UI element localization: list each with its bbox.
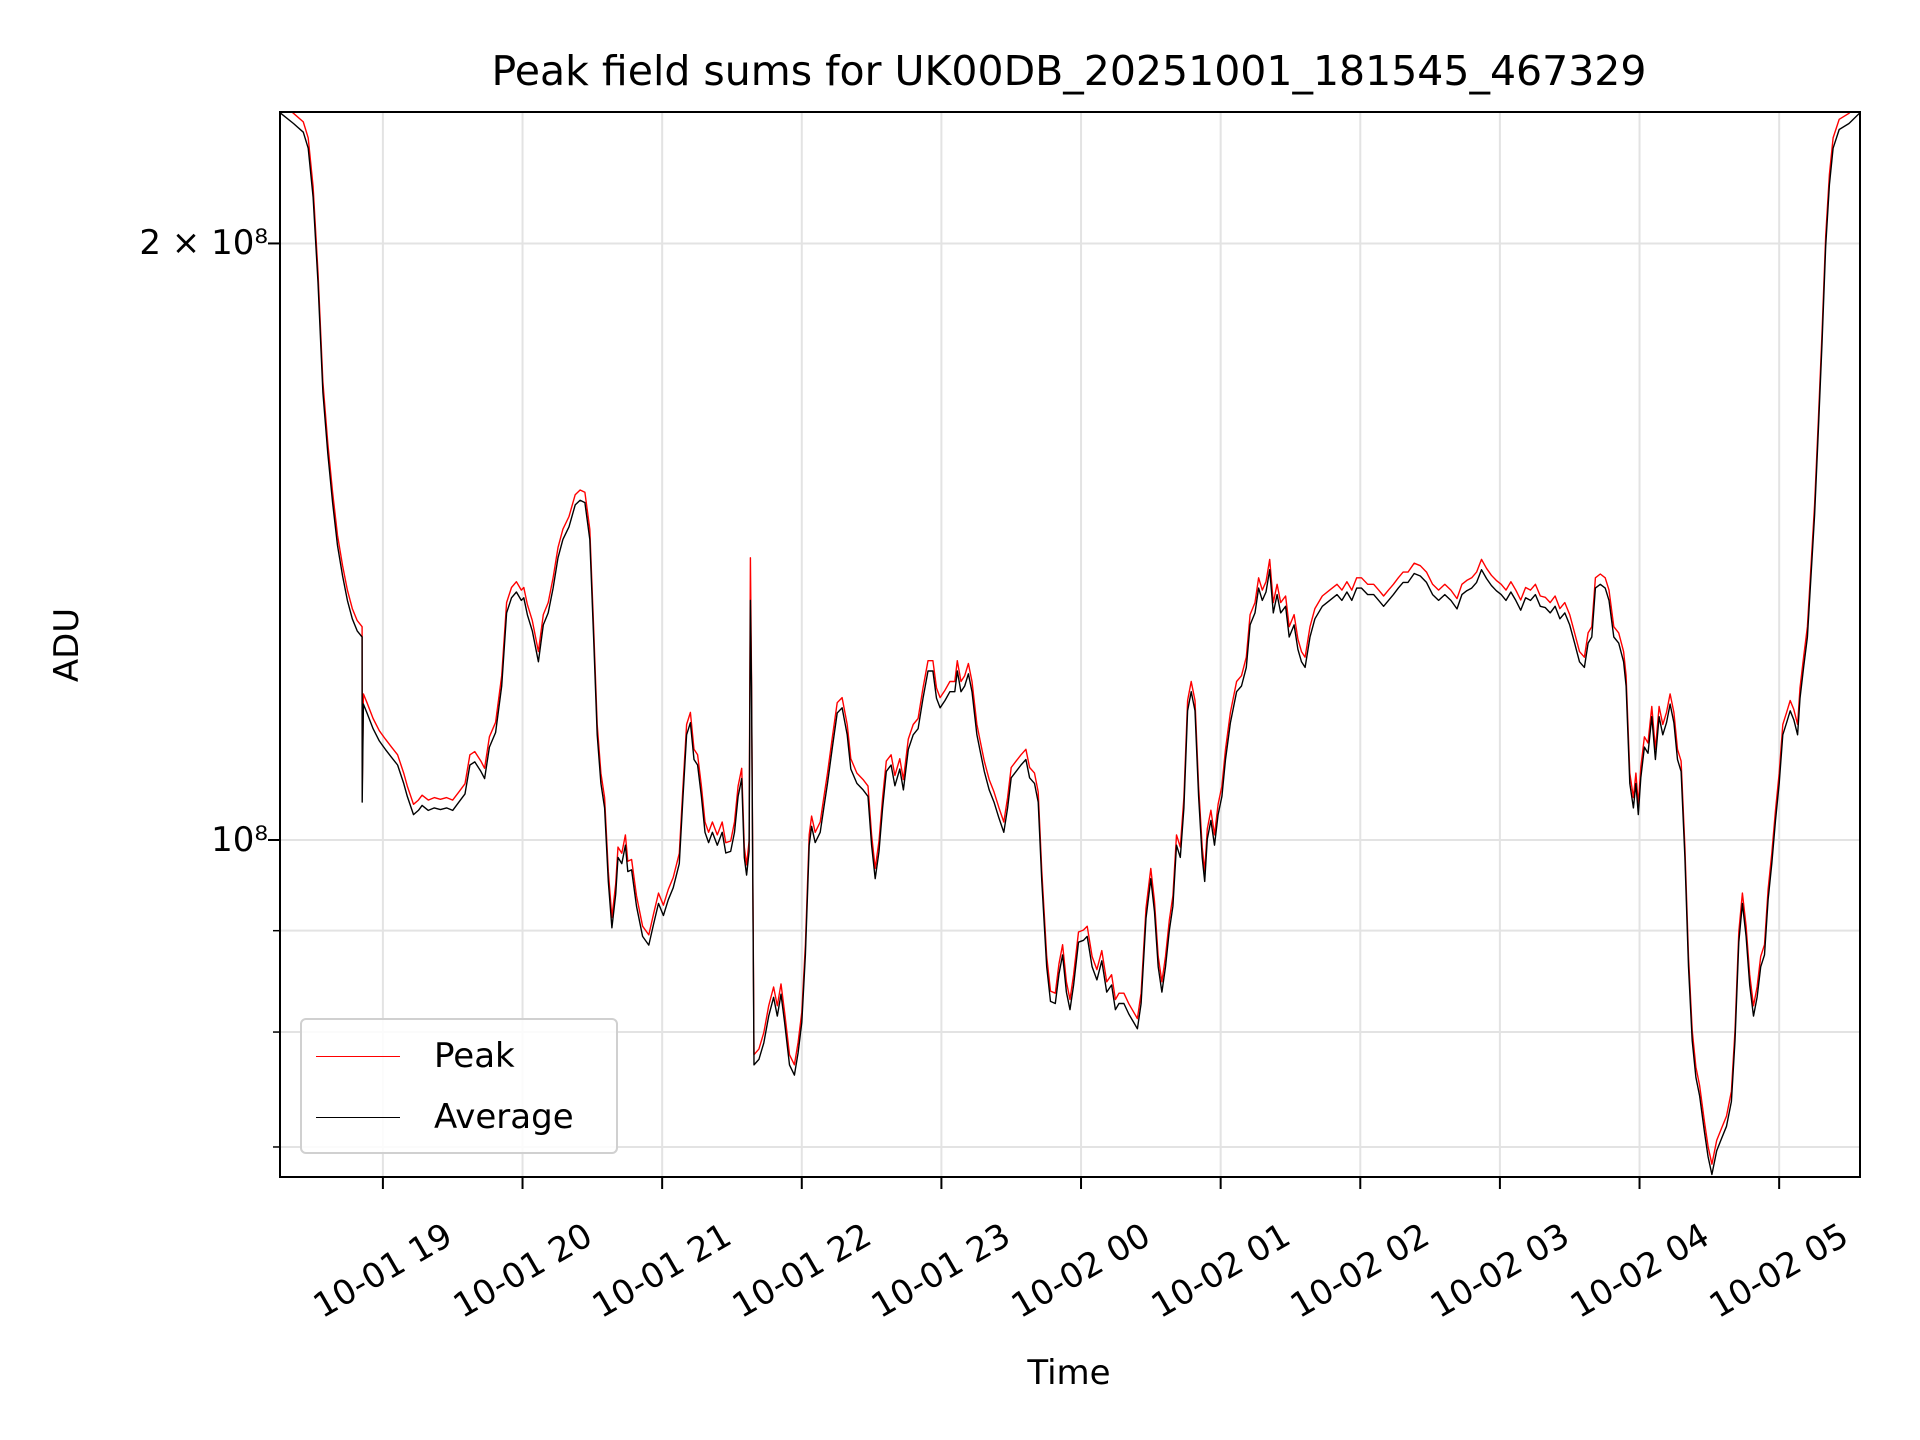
ticks xyxy=(268,242,1781,1189)
legend-label-average: Average xyxy=(434,1097,574,1137)
legend-item-peak: Peak xyxy=(316,1036,515,1076)
chart-title: Peak field sums for UK00DB_20251001_1815… xyxy=(491,47,1647,95)
legend-swatch-peak xyxy=(316,1055,400,1057)
grid xyxy=(280,112,1860,1177)
legend: Peak Average xyxy=(300,1018,618,1154)
y-tick-label: 10⁸ xyxy=(211,820,268,860)
series-line-average xyxy=(280,112,1860,1176)
axes-frame xyxy=(279,111,1861,1178)
legend-label-peak: Peak xyxy=(434,1036,515,1076)
y-axis-label: ADU xyxy=(47,607,87,683)
y-tick-label: 2 × 10⁸ xyxy=(139,223,268,264)
legend-item-average: Average xyxy=(316,1097,574,1137)
x-axis-label: Time xyxy=(1027,1353,1111,1393)
series-lines xyxy=(280,112,1860,1176)
legend-swatch-average xyxy=(316,1116,400,1118)
